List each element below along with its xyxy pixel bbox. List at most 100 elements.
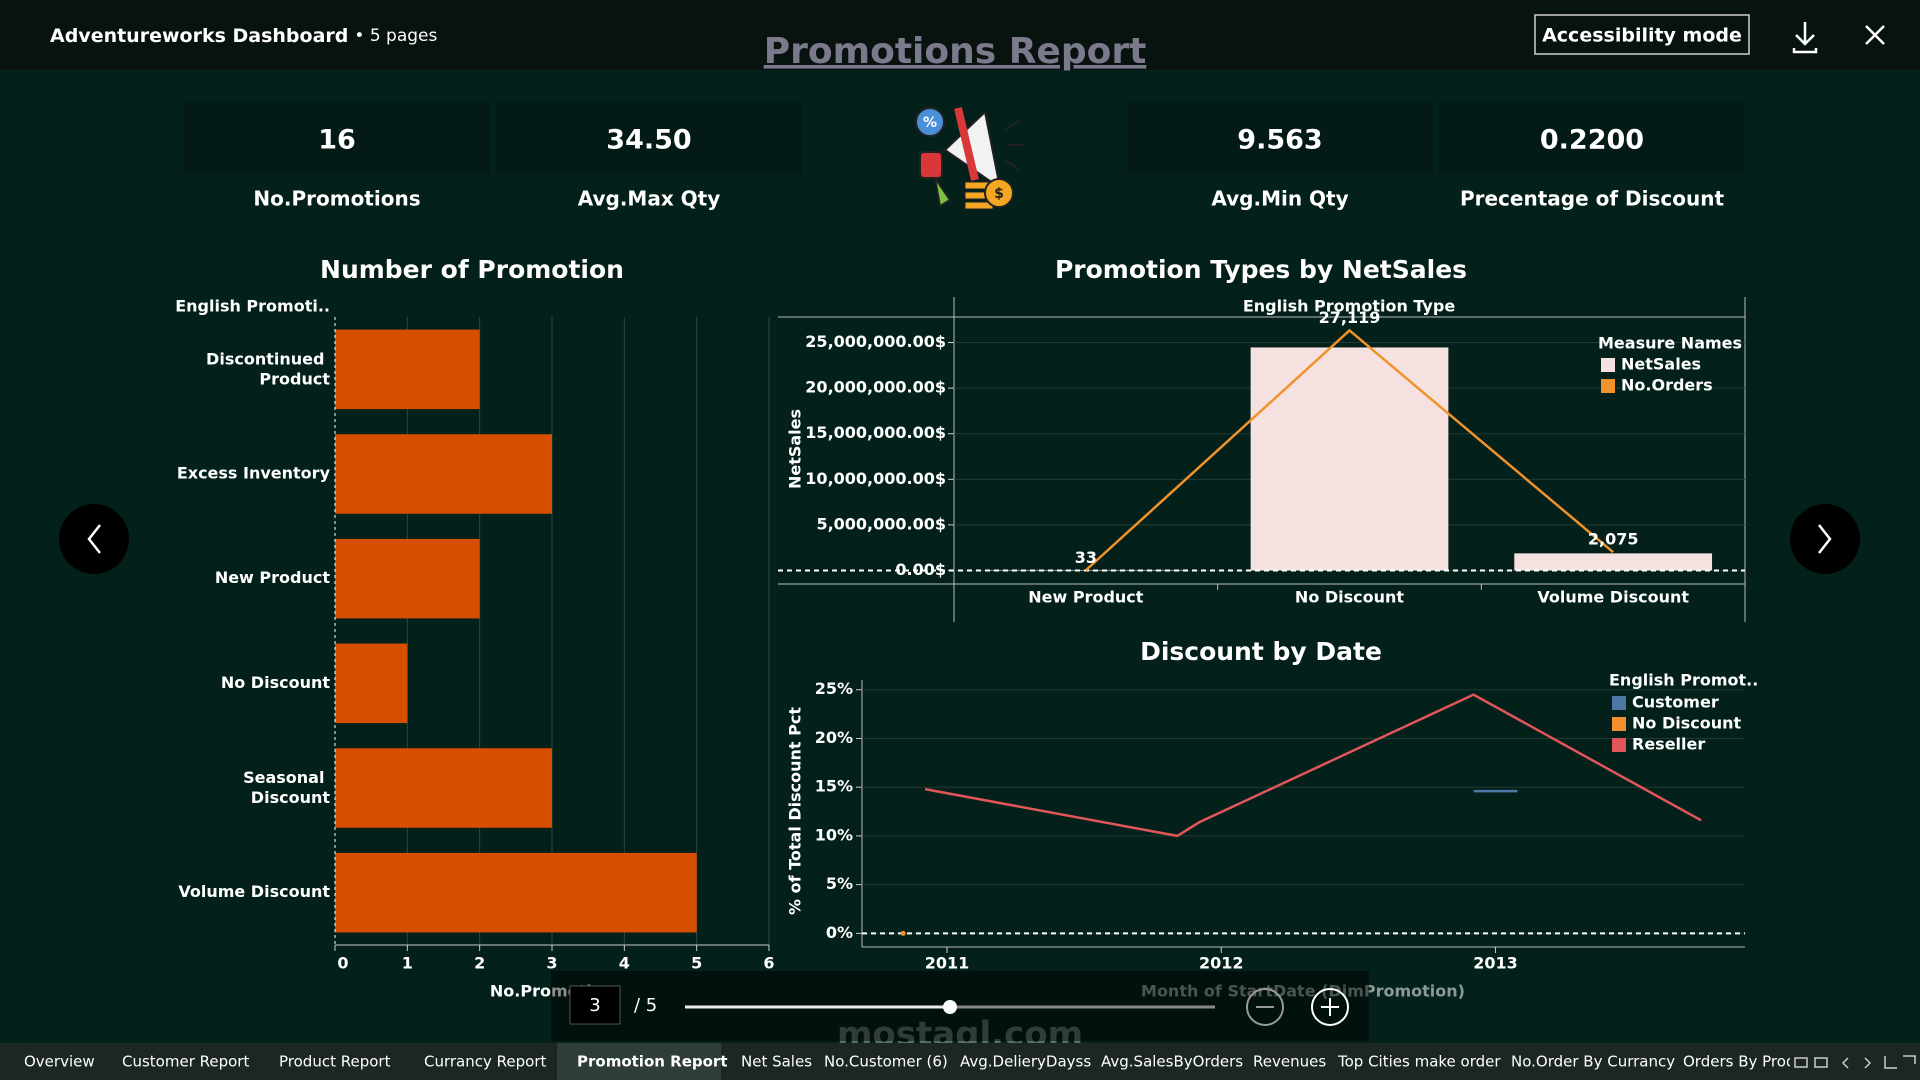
page-input[interactable] xyxy=(569,985,621,1025)
legend-title: English Promot.. xyxy=(1609,671,1758,690)
tab-bar xyxy=(0,1043,1920,1080)
tab[interactable]: Currancy Report xyxy=(424,1053,546,1071)
close-icon[interactable] xyxy=(1865,25,1885,45)
category-label: Discontinued Product xyxy=(206,349,330,388)
legend-swatch xyxy=(1601,379,1615,393)
tab-active-bg xyxy=(557,1043,721,1080)
y-tick-label: 20,000,000.00$ xyxy=(805,378,946,397)
kpi-card xyxy=(496,102,802,174)
legend-label: No Discount xyxy=(1632,714,1742,733)
label-line: Discontinued xyxy=(206,349,330,368)
x-tick-label: 4 xyxy=(619,954,630,973)
promo-icon: % $ xyxy=(915,107,1025,210)
bar xyxy=(335,434,552,514)
tab[interactable]: Orders By Prod xyxy=(1683,1053,1795,1071)
y-tick-label: 10,000,000.00$ xyxy=(805,469,946,488)
y-tick-label: 20% xyxy=(815,728,853,747)
kpi-card xyxy=(1127,102,1433,174)
bar xyxy=(1514,553,1713,571)
zoom-in-glyph xyxy=(1321,998,1339,1016)
page-total: / 5 xyxy=(634,995,657,1016)
zoom-in[interactable] xyxy=(1311,988,1349,1026)
legend-swatch xyxy=(1612,696,1626,710)
category-label: New Product xyxy=(215,568,331,587)
page-slider-thumb[interactable] xyxy=(943,1000,957,1014)
category-label: Volume Discount xyxy=(178,882,330,901)
bar xyxy=(335,748,552,828)
legend-label: Reseller xyxy=(1632,735,1705,754)
zoom-out[interactable] xyxy=(1246,988,1284,1026)
bar xyxy=(335,329,480,410)
x-tick-label: Volume Discount xyxy=(1537,588,1689,607)
legend-label: Customer xyxy=(1632,693,1719,712)
top-bar xyxy=(0,0,1920,70)
tab-controls-icons[interactable] xyxy=(1794,1055,1916,1069)
tab[interactable]: Avg.DelieryDayss xyxy=(960,1053,1091,1071)
x-tick-label: 2011 xyxy=(925,954,970,973)
accessibility-label[interactable]: Accessibility mode xyxy=(1542,25,1742,47)
bar xyxy=(335,643,408,724)
data-label: 27,119 xyxy=(1319,308,1381,327)
y-axis-label: % of Total Discount Pct xyxy=(786,707,805,915)
accessibility-button[interactable] xyxy=(1534,14,1750,55)
legend-title: Measure Names xyxy=(1598,334,1742,353)
x-tick-label: 2013 xyxy=(1473,954,1518,973)
chart-title: Number of Promotion xyxy=(320,255,624,284)
tab[interactable]: No.Customer (6) xyxy=(824,1053,948,1071)
y-axis-label: NetSales xyxy=(786,409,805,489)
tab[interactable]: Customer Report xyxy=(122,1053,249,1071)
tab[interactable]: Overview xyxy=(24,1053,95,1071)
kpi-label: No.Promotions xyxy=(253,187,420,211)
x-axis-label: Month of StartDate (DimPromotion) xyxy=(1141,982,1465,1001)
legend-label: No.Orders xyxy=(1621,376,1713,395)
x-tick-label: New Product xyxy=(1028,588,1144,607)
svg-text:$: $ xyxy=(994,186,1004,202)
tab[interactable]: Promotion Report xyxy=(577,1053,727,1071)
x-tick-label: 2012 xyxy=(1199,954,1244,973)
svg-text:%: % xyxy=(923,115,937,131)
kpi-label: Avg.Min Qty xyxy=(1211,187,1348,211)
bar xyxy=(1250,347,1449,571)
kpi-label: Avg.Max Qty xyxy=(578,187,721,211)
download-icon[interactable] xyxy=(1792,22,1818,54)
kpi-value: 0.2200 xyxy=(1540,125,1644,156)
category-label: Seasonal Discount xyxy=(243,768,330,807)
app-title: Adventureworks Dashboard • 5 pages xyxy=(50,25,438,47)
legend-swatch xyxy=(1601,358,1615,372)
prev-page[interactable] xyxy=(59,504,129,574)
label-line: Discount xyxy=(251,788,331,807)
kpi-card xyxy=(1439,102,1745,174)
tab[interactable]: Revenues xyxy=(1253,1053,1326,1071)
x-tick-label: 0 xyxy=(337,954,348,973)
y-tick-label: 0.00$ xyxy=(895,560,946,579)
category-header: English Promotion Type xyxy=(1243,297,1455,316)
tab[interactable]: No.Order By Currancy xyxy=(1511,1053,1675,1071)
chart-title: Discount by Date xyxy=(1140,637,1382,666)
point xyxy=(900,930,906,936)
x-tick-label: 6 xyxy=(763,954,774,973)
y-tick-label: 5,000,000.00$ xyxy=(816,514,946,533)
page-current[interactable]: 3 xyxy=(589,995,600,1016)
kpi-label: Precentage of Discount xyxy=(1460,187,1724,211)
legend-swatch xyxy=(1612,738,1626,752)
y-tick-label: 25% xyxy=(815,679,853,698)
x-tick-label: 3 xyxy=(546,954,557,973)
data-label: 2,075 xyxy=(1588,530,1639,549)
bar xyxy=(335,538,480,619)
category-label: Excess Inventory xyxy=(177,464,331,483)
tab[interactable]: Top Cities make order xyxy=(1337,1053,1501,1071)
next-page[interactable] xyxy=(1790,504,1860,574)
tab[interactable]: Product Report xyxy=(279,1053,391,1071)
label-line: Seasonal xyxy=(243,768,330,787)
y-tick-label: 25,000,000.00$ xyxy=(805,332,946,351)
y-tick-label: 5% xyxy=(826,874,853,893)
legend-label: NetSales xyxy=(1621,355,1701,374)
tab[interactable]: Avg.SalesByOrders xyxy=(1101,1053,1243,1071)
category-header: English Promoti.. xyxy=(175,297,330,316)
kpi-value: 16 xyxy=(318,125,356,156)
y-tick-label: 0% xyxy=(826,923,853,942)
page-count: • 5 pages xyxy=(354,26,437,46)
chart-title: Promotion Types by NetSales xyxy=(1055,255,1467,284)
tab[interactable]: Net Sales xyxy=(741,1053,812,1071)
